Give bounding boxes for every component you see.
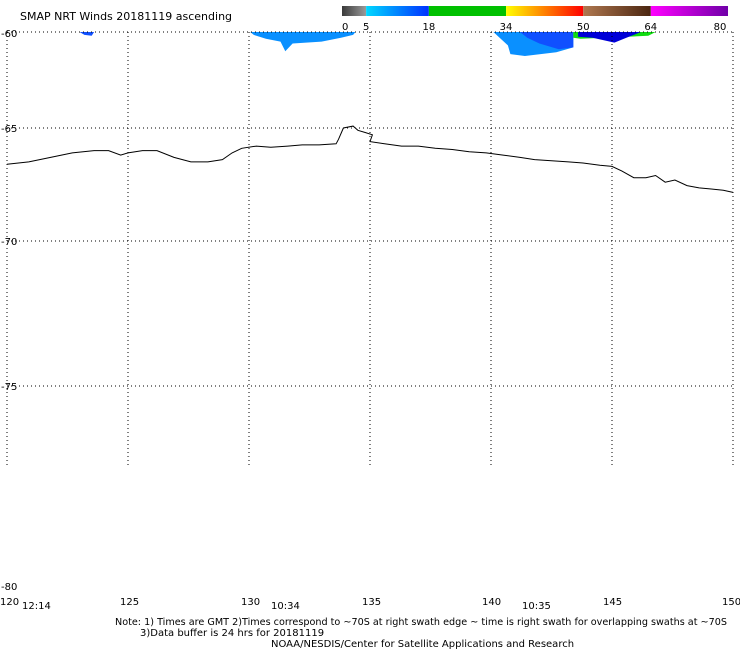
latitude-labels: -60 -65 -70 -75 -80: [1, 29, 17, 593]
note-line-3: NOAA/NESDIS/Center for Satellite Applica…: [271, 639, 574, 650]
swath-time: 12:14: [22, 601, 51, 612]
wind-swath: [520, 32, 574, 50]
swath-times: 12:14 10:34 10:35: [22, 601, 551, 612]
wind-swath: [250, 32, 356, 52]
colorbar-tick-label: 0: [342, 22, 348, 33]
lat-lon-grid: [6, 31, 734, 465]
lon-label: 130: [241, 597, 260, 608]
colorbar-tick-label: 5: [363, 22, 369, 33]
colorbar-segment: [428, 6, 507, 16]
lat-label: -65: [1, 124, 17, 135]
colorbar-segment: [650, 6, 728, 16]
colorbar-segment: [342, 6, 367, 16]
lon-label: 125: [120, 597, 139, 608]
lon-label: 140: [482, 597, 501, 608]
lat-label: -80: [1, 582, 17, 593]
wind-swaths: [79, 32, 656, 56]
lat-label: -60: [1, 29, 17, 40]
footer-notes: Note: 1) Times are GMT 2)Times correspon…: [115, 617, 727, 650]
longitude-labels: 120 125 130 135 140 145 150: [0, 597, 740, 608]
swath-time: 10:35: [522, 601, 551, 612]
colorbar-tick-label: 50: [577, 22, 590, 33]
colorbar-tick-label: 34: [500, 22, 513, 33]
colorbar-segment: [583, 6, 651, 16]
lon-label: 135: [362, 597, 381, 608]
lon-label: 145: [603, 597, 622, 608]
lon-label: 120: [0, 597, 19, 608]
note-line-2: 3)Data buffer is 24 hrs for 20181119: [140, 628, 324, 639]
colorbar-tick-label: 18: [422, 22, 435, 33]
colorbar-tick-label: 64: [644, 22, 657, 33]
wind-swath: [578, 32, 641, 43]
lon-label: 150: [722, 597, 740, 608]
colorbar-segment: [506, 6, 584, 16]
note-line-1: Note: 1) Times are GMT 2)Times correspon…: [115, 617, 727, 628]
wind-swath: [79, 32, 95, 36]
wind-speed-colorbar: 0 5 18 34 50 64 80: [342, 6, 728, 33]
lat-label: -70: [1, 237, 17, 248]
map-title: SMAP NRT Winds 20181119 ascending: [20, 10, 232, 23]
swath-time: 10:34: [271, 601, 300, 612]
antarctic-coastline: [6, 125, 734, 193]
lat-label: -75: [1, 382, 17, 393]
colorbar-segment: [366, 6, 429, 16]
colorbar-tick-label: 80: [714, 22, 727, 33]
